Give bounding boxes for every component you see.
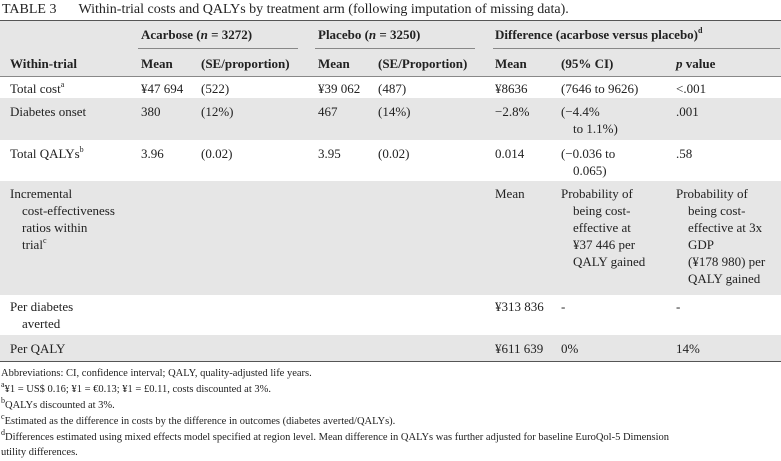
cell-qalys-diff-ci-line2: 0.065) — [573, 163, 607, 178]
cell-icer-diff-p-line4: GDP — [688, 237, 715, 252]
cell-qalys-diff-mean: 0.014 — [495, 146, 525, 161]
col-header-acarbose-mean: Mean — [141, 56, 173, 71]
cell-total-cost-placebo-se: (487) — [378, 81, 407, 96]
row-label-total-qalys: Total QALYsb — [10, 144, 84, 161]
footnote-a: a¥1 = US$ 0.16; ¥1 = €0.13; ¥1 = £0.11, … — [1, 379, 272, 395]
header-bottom-rule — [0, 76, 781, 77]
footnote-b: bQALYs discounted at 3%. — [1, 395, 115, 411]
row-band-per-qaly — [0, 335, 781, 361]
row-label-per-diabetes-line1: Per diabetes — [10, 299, 74, 314]
cell-per-qaly-diff-ci: 0% — [561, 341, 579, 356]
cell-per-diabetes-diff-mean: ¥313 836 — [495, 299, 544, 314]
col-header-placebo-mean: Mean — [318, 56, 350, 71]
row-label-diabetes-onset: Diabetes onset — [10, 104, 87, 119]
bottom-rule — [0, 361, 781, 362]
cell-onset-acarbose-mean: 380 — [141, 104, 161, 119]
cell-icer-diff-ci-line1: Probability of — [561, 186, 633, 201]
row-label-icer-line3: ratios within — [22, 220, 88, 235]
footnote-c: cEstimated as the difference in costs by… — [1, 411, 396, 427]
cell-qalys-diff-p: .58 — [676, 146, 693, 161]
cell-total-cost-acarbose-se: (522) — [201, 81, 230, 96]
cell-icer-diff-ci-line3: effective at — [573, 220, 631, 235]
group-rule-acarbose — [138, 48, 298, 49]
cell-onset-diff-p: .001 — [676, 104, 699, 119]
cell-qalys-placebo-mean: 3.95 — [318, 146, 341, 161]
group-header-difference: Difference (acarbose versus placebo)d — [495, 25, 703, 42]
cell-total-cost-placebo-mean: ¥39 062 — [318, 81, 361, 96]
cell-total-cost-diff-mean: ¥8636 — [495, 81, 528, 96]
row-band-icer — [0, 181, 781, 295]
row-label-per-qaly: Per QALY — [10, 341, 66, 356]
cell-icer-diff-p-line3: effective at 3x — [688, 220, 763, 235]
cell-onset-acarbose-se: (12%) — [201, 104, 234, 119]
col-header-diff-p: p value — [676, 56, 716, 71]
cell-onset-diff-mean: −2.8% — [495, 104, 530, 119]
cell-onset-diff-ci-line2: to 1.1%) — [573, 121, 618, 136]
group-rule-placebo — [315, 48, 475, 49]
footnote-d-line1: dDifferences estimated using mixed effec… — [1, 427, 670, 443]
col-header-acarbose-se: (SE/proportion) — [201, 56, 290, 71]
table-title: TABLE 3 Within-trial costs and QALYs by t… — [2, 2, 569, 18]
cell-icer-diff-ci-line4: ¥37 446 per — [573, 237, 636, 252]
cell-qalys-placebo-se: (0.02) — [378, 146, 410, 161]
table-number: TABLE 3 — [2, 2, 57, 17]
row-label-icer-line2: cost-effectiveness — [22, 203, 115, 218]
footnote-d-line2: utility differences. — [1, 447, 78, 458]
cell-qalys-diff-ci-line1: (−0.036 to — [561, 146, 616, 161]
row-label-icer-line1: Incremental — [10, 186, 73, 201]
row-label-per-diabetes-line2: averted — [22, 316, 61, 331]
cell-icer-diff-ci-line2: being cost- — [573, 203, 631, 218]
cell-qalys-acarbose-mean: 3.96 — [141, 146, 164, 161]
cell-icer-diff-p-line5: (¥178 980) per — [688, 254, 766, 269]
cell-total-cost-diff-p: <.001 — [676, 81, 707, 96]
cell-icer-diff-p-line2: being cost- — [688, 203, 746, 218]
cell-per-diabetes-diff-p: - — [676, 299, 681, 314]
row-label-icer-line4: trialc — [22, 235, 47, 252]
top-rule — [0, 20, 781, 21]
cell-onset-diff-ci-line1: (−4.4% — [561, 104, 600, 119]
cell-total-cost-acarbose-mean: ¥47 694 — [141, 81, 184, 96]
col-header-placebo-se: (SE/Proportion) — [378, 56, 468, 71]
cell-onset-placebo-mean: 467 — [318, 104, 338, 119]
col-header-diff-ci: (95% CI) — [561, 56, 614, 71]
cell-per-diabetes-diff-ci: - — [561, 299, 566, 314]
group-header-acarbose: Acarbose (n = 3272) — [141, 27, 253, 42]
cell-per-qaly-diff-mean: ¥611 639 — [495, 341, 544, 356]
cell-icer-diff-p-line1: Probability of — [676, 186, 748, 201]
row-label-total-cost: Total costa — [10, 79, 65, 96]
col-header-diff-mean: Mean — [495, 56, 527, 71]
cell-qalys-acarbose-se: (0.02) — [201, 146, 233, 161]
row-band-diabetes-onset — [0, 98, 781, 140]
cell-per-qaly-diff-p: 14% — [676, 341, 700, 356]
cell-icer-diff-ci-line5: QALY gained — [573, 254, 646, 269]
footnote-abbreviations: Abbreviations: CI, confidence interval; … — [1, 368, 312, 379]
col-header-within-trial: Within-trial — [10, 56, 77, 71]
cell-icer-diff-p-line6: QALY gained — [688, 271, 761, 286]
cell-total-cost-diff-ci: (7646 to 9626) — [561, 81, 639, 96]
group-header-placebo: Placebo (n = 3250) — [318, 27, 421, 42]
cell-onset-placebo-se: (14%) — [378, 104, 411, 119]
cell-icer-diff-mean: Mean — [495, 186, 525, 201]
group-rule-difference — [493, 48, 780, 49]
table-caption: Within-trial costs and QALYs by treatmen… — [78, 2, 569, 17]
